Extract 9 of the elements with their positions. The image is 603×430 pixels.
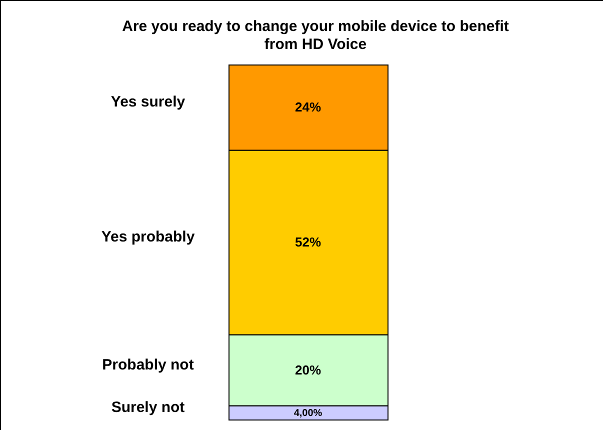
data-label: 52%	[294, 234, 322, 250]
data-label: 24%	[294, 100, 322, 115]
data-label: 4,00%	[294, 408, 322, 419]
chart-title: Are you ready to change your mobile device to benefit from HD Voice	[122, 18, 509, 53]
data-label: 20%	[294, 362, 322, 378]
text: Surely not	[111, 398, 185, 416]
text: Yes probably	[101, 228, 196, 246]
text: Yes surely	[110, 94, 186, 111]
text: Probably not	[102, 356, 194, 374]
